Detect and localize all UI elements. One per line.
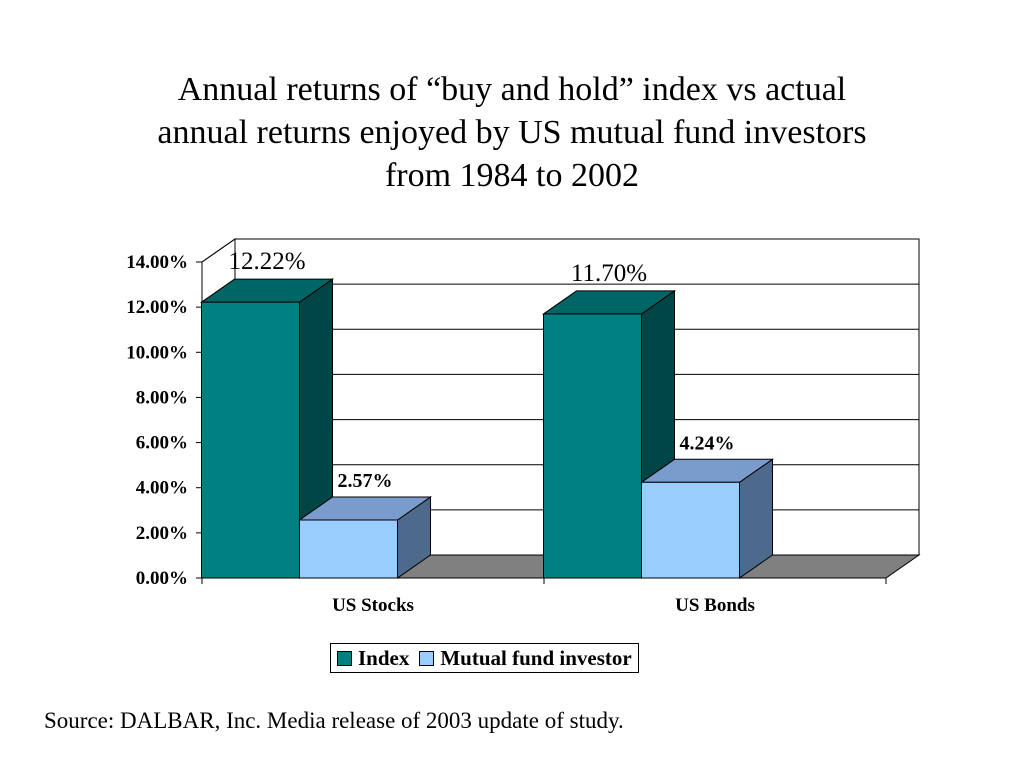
legend: Index Mutual fund investor [330,643,639,673]
data-labels: 12.22% 2.57% 11.70% 4.24% [228,248,734,492]
y-tick-label: 4.00% [136,478,188,499]
chart-title: Annual returns of “buy and hold” index v… [62,68,962,197]
title-line-3: from 1984 to 2002 [384,157,640,194]
y-tick-label: 12.00% [126,297,188,318]
legend-label-mutual-fund: Mutual fund investor [440,645,632,670]
y-axis: 0.00% 2.00% 4.00% 6.00% 8.00% 10.00% 12.00% 14.… [126,252,203,589]
data-label-index-us-stocks: 12.22% [228,248,305,275]
data-label-mutual-fund-us-bonds: 4.24% [680,432,735,454]
title-line-2: annual returns enjoyed by US mutual fund… [157,114,867,151]
y-tick-label: 14.00% [126,252,188,273]
bars [199,278,775,579]
legend-swatch-mutual-fund [419,650,435,666]
y-tick-label: 10.00% [126,342,188,363]
data-label-index-us-bonds: 11.70% [571,260,647,287]
y-tick-label: 2.00% [136,523,188,544]
y-tick-label: 0.00% [136,568,188,589]
bar-mutual-fund-us-bonds [641,481,740,579]
legend-item-mutual-fund: Mutual fund investor [419,645,632,671]
legend-item-index: Index [337,646,409,671]
source-note: Source: DALBAR, Inc. Media release of 20… [44,708,624,733]
bar-mutual-fund-us-stocks [299,519,398,579]
category-label-us-stocks: US Stocks [332,595,414,616]
legend-label-index: Index [358,645,410,670]
y-tick-label: 6.00% [136,433,188,454]
bar-index-us-stocks [201,301,300,579]
title-line-1: Annual returns of “buy and hold” index v… [177,71,847,108]
y-tick-label: 8.00% [136,387,188,408]
legend-swatch-index [337,650,352,666]
bar-index-us-bonds [543,313,642,579]
category-label-us-bonds: US Bonds [675,595,755,616]
x-axis: US Stocks US Bonds [201,577,887,616]
gridline-side-7 [201,238,236,263]
data-label-mutual-fund-us-stocks: 2.57% [338,470,393,492]
